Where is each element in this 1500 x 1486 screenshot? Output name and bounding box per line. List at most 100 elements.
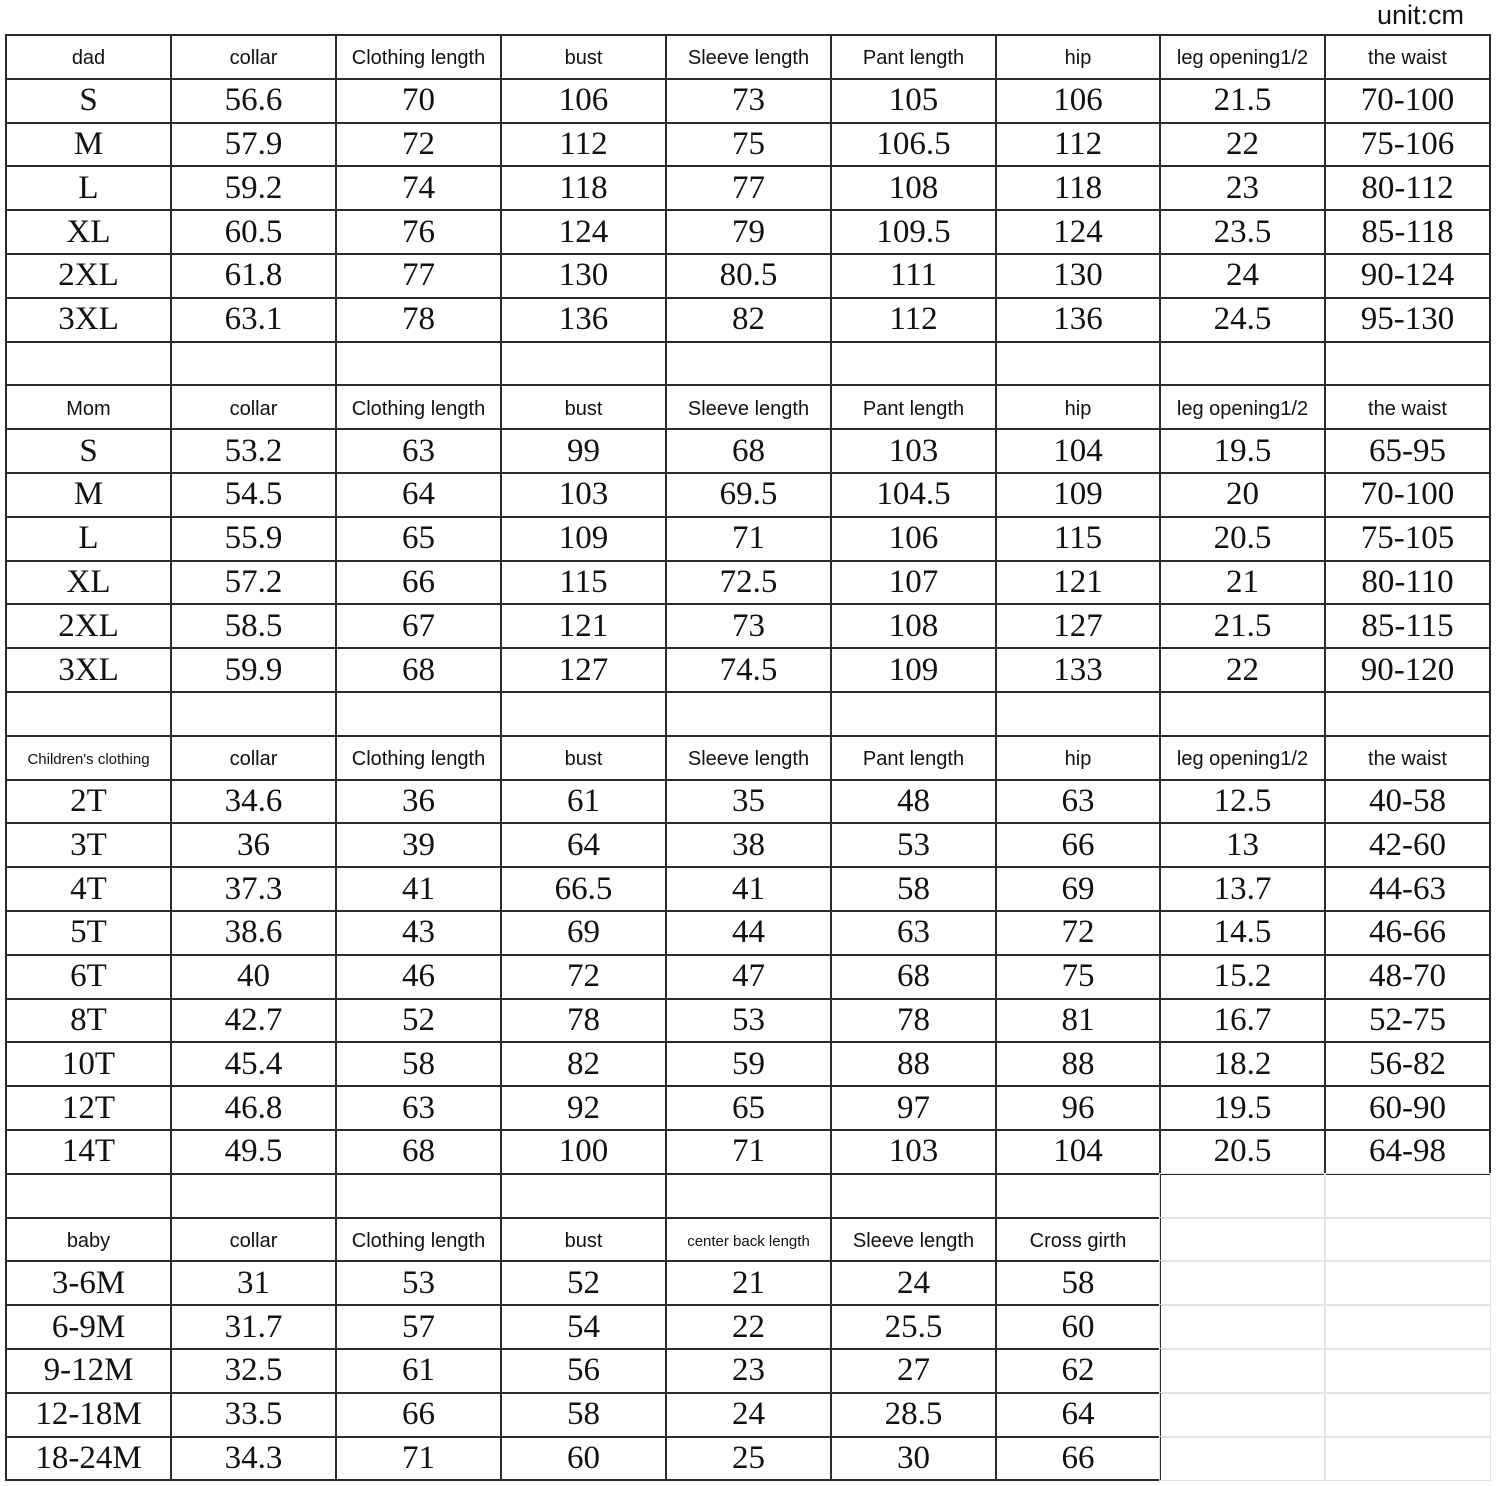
data-cell: 130 <box>500 253 667 299</box>
data-cell: 124 <box>995 209 1161 255</box>
data-cell: 41 <box>665 866 832 912</box>
data-cell: 46-66 <box>1324 910 1491 956</box>
data-cell: 56.6 <box>170 77 337 124</box>
data-cell: 72.5 <box>665 559 832 606</box>
data-cell: 56 <box>500 1348 667 1394</box>
data-cell: 54 <box>500 1304 667 1350</box>
data-cell: 73 <box>665 77 832 124</box>
data-cell: 72 <box>500 953 667 1000</box>
data-cell: 103 <box>500 472 667 518</box>
data-cell: 112 <box>500 121 667 168</box>
data-cell: 3XL <box>5 296 172 343</box>
data-cell: 4T <box>5 866 172 912</box>
data-cell: 66.5 <box>500 866 667 912</box>
data-cell: 64 <box>335 472 502 518</box>
data-cell: 3-6M <box>5 1260 172 1307</box>
data-cell: 64-98 <box>1324 1129 1491 1175</box>
data-cell: 21 <box>1159 559 1326 606</box>
data-cell: 46 <box>335 953 502 1000</box>
data-cell: 64 <box>995 1391 1161 1438</box>
data-cell: 60 <box>995 1304 1161 1350</box>
blank-cell <box>830 1172 997 1219</box>
data-cell: 104.5 <box>830 472 997 518</box>
data-cell: 118 <box>500 165 667 212</box>
header-cell: Clothing length <box>335 34 502 80</box>
data-cell: 73 <box>665 603 832 650</box>
data-cell: 60.5 <box>170 209 337 255</box>
data-cell: 24.5 <box>1159 296 1326 343</box>
data-cell: 6T <box>5 953 172 1000</box>
data-cell: 71 <box>665 515 832 562</box>
data-cell: 25.5 <box>830 1304 997 1350</box>
data-cell: 80.5 <box>665 253 832 299</box>
header-cell: Clothing length <box>335 1216 502 1263</box>
data-cell: 96 <box>995 1085 1161 1131</box>
data-cell: 31 <box>170 1260 337 1307</box>
data-cell: 109 <box>500 515 667 562</box>
data-cell: 109 <box>830 647 997 693</box>
data-cell: 109.5 <box>830 209 997 255</box>
header-cell: hip <box>995 384 1161 431</box>
data-cell: 6-9M <box>5 1304 172 1350</box>
header-cell: Cross girth <box>995 1216 1161 1263</box>
data-cell: 8T <box>5 997 172 1044</box>
data-cell: 28.5 <box>830 1391 997 1438</box>
data-cell: 81 <box>995 997 1161 1044</box>
data-cell: 70 <box>335 77 502 124</box>
data-cell: 63 <box>995 778 1161 825</box>
data-cell: 57 <box>335 1304 502 1350</box>
data-cell: 77 <box>665 165 832 212</box>
data-cell: 24 <box>665 1391 832 1438</box>
data-cell: 78 <box>830 997 997 1044</box>
data-cell: 13 <box>1159 822 1326 869</box>
data-cell: L <box>5 515 172 562</box>
data-cell: 106.5 <box>830 121 997 168</box>
data-cell: 24 <box>830 1260 997 1307</box>
data-cell: 80-110 <box>1324 559 1491 606</box>
data-cell: 40 <box>170 953 337 1000</box>
data-cell: 88 <box>830 1041 997 1088</box>
data-cell: 63 <box>335 428 502 474</box>
data-cell: 60 <box>500 1435 667 1482</box>
data-cell: 12-18M <box>5 1391 172 1438</box>
data-cell: 88 <box>995 1041 1161 1088</box>
empty-cell <box>1159 1216 1326 1263</box>
blank-cell <box>995 340 1161 387</box>
data-cell: 67 <box>335 603 502 650</box>
data-cell: 2XL <box>5 253 172 299</box>
data-cell: 97 <box>830 1085 997 1131</box>
data-cell: 103 <box>830 428 997 474</box>
data-cell: 106 <box>500 77 667 124</box>
blank-cell <box>335 340 502 387</box>
blank-cell <box>170 1172 337 1219</box>
data-cell: XL <box>5 559 172 606</box>
header-cell: center back length <box>665 1216 832 1263</box>
data-cell: 22 <box>665 1304 832 1350</box>
header-cell: hip <box>995 734 1161 781</box>
blank-cell <box>995 691 1161 737</box>
unit-label: unit:cm <box>1376 0 1464 30</box>
data-cell: 19.5 <box>1159 1085 1326 1131</box>
data-cell: 72 <box>995 910 1161 956</box>
blank-cell <box>1324 1172 1491 1219</box>
data-cell: 58 <box>335 1041 502 1088</box>
data-cell: S <box>5 77 172 124</box>
data-cell: 53 <box>335 1260 502 1307</box>
data-cell: 20.5 <box>1159 515 1326 562</box>
data-cell: 70-100 <box>1324 472 1491 518</box>
blank-cell <box>5 1172 172 1219</box>
data-cell: 72 <box>335 121 502 168</box>
data-cell: 45.4 <box>170 1041 337 1088</box>
empty-cell <box>1159 1348 1326 1394</box>
data-cell: 115 <box>500 559 667 606</box>
header-cell: Pant length <box>830 734 997 781</box>
data-cell: S <box>5 428 172 474</box>
data-cell: 75 <box>995 953 1161 1000</box>
data-cell: 59.2 <box>170 165 337 212</box>
data-cell: 108 <box>830 603 997 650</box>
data-cell: 65 <box>335 515 502 562</box>
data-cell: 82 <box>665 296 832 343</box>
data-cell: 66 <box>335 559 502 606</box>
data-cell: 48-70 <box>1324 953 1491 1000</box>
header-cell: Sleeve length <box>665 734 832 781</box>
